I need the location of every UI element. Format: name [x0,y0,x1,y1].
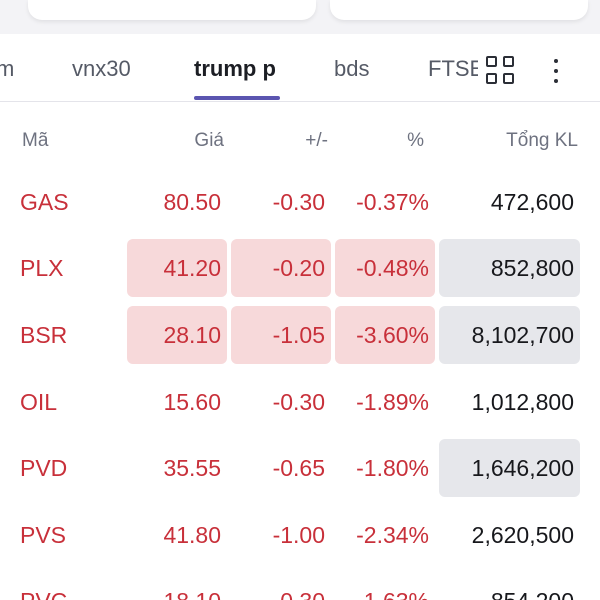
volume-cell: 854,200 [439,572,580,600]
change-cell: -1.00 [272,522,325,548]
active-tab-indicator [194,96,280,100]
symbol-cell: GAS [20,189,69,215]
table-row[interactable]: PVD 35.55 -0.65 -1.80% 1,646,200 [0,437,600,499]
symbol-cell: PVC [20,572,110,600]
percent-cell: -0.37% [356,189,429,215]
percent-cell: -2.34% [356,522,429,548]
tab-vnx30[interactable]: vnx30 [72,56,131,81]
volume-cell: 1,012,800 [471,389,574,415]
top-card-strip [0,0,600,34]
tab-trump-p[interactable]: trump p [194,56,276,81]
table-row[interactable]: PVC 18.10 -0.30 -1.63% 854,200 [0,570,600,600]
percent-cell: -3.60% [335,306,435,364]
price-cell: 15.60 [163,389,221,415]
change-cell: -0.20 [231,239,331,297]
change-cell: -0.30 [272,189,325,215]
more-vertical-icon[interactable] [545,54,567,88]
symbol-cell: PLX [20,255,64,281]
header-price[interactable]: Giá [194,130,224,151]
table-row[interactable]: PVS 41.80 -1.00 -2.34% 2,620,500 [0,504,600,566]
price-cell: 41.80 [163,522,221,548]
grid-view-icon[interactable] [478,50,528,90]
symbol-cell: BSR [20,322,68,348]
header-volume[interactable]: Tổng KL [506,130,578,151]
change-cell: -1.05 [231,306,331,364]
volume-cell: 852,800 [439,239,580,297]
change-cell: -0.65 [272,455,325,481]
index-card-left[interactable] [28,0,316,20]
symbol-cell: PVD [20,455,68,481]
tab-m[interactable]: m [0,56,15,81]
price-cell: 35.55 [163,455,221,481]
percent-cell: -1.80% [356,455,429,481]
volume-cell: 2,620,500 [471,522,574,548]
symbol-cell: OIL [20,389,58,415]
symbol-cell: PVS [20,522,67,548]
header-percent[interactable]: % [407,130,424,151]
volume-cell: 8,102,700 [439,306,580,364]
watchlist-tab-bar: m vnx30 trump p bds FTSE [0,34,600,102]
percent-cell: -0.48% [335,239,435,297]
table-row[interactable]: GAS 80.50 -0.30 -0.37% 472,600 [0,171,600,233]
volume-cell: 472,600 [490,189,574,215]
price-cell: 18.10 [127,572,227,600]
header-symbol[interactable]: Mã [22,130,49,151]
tab-bds[interactable]: bds [334,56,370,81]
table-row[interactable]: OIL 15.60 -0.30 -1.89% 1,012,800 [0,371,600,433]
table-row[interactable]: PLX 41.20 -0.20 -0.48% 852,800 [0,237,600,299]
tab-ftse[interactable]: FTSE [428,56,478,81]
index-card-right[interactable] [330,0,588,20]
table-row[interactable]: BSR 28.10 -1.05 -3.60% 8,102,700 [0,304,600,366]
change-cell: -0.30 [231,572,331,600]
percent-cell: -1.63% [335,572,435,600]
volume-cell: 1,646,200 [439,439,580,497]
price-cell: 28.10 [127,306,227,364]
table-header: Mã Giá +/- % Tổng KL [0,128,600,158]
price-cell: 80.50 [163,189,221,215]
price-cell: 41.20 [127,239,227,297]
header-change[interactable]: +/- [305,130,328,151]
percent-cell: -1.89% [356,389,429,415]
change-cell: -0.30 [272,389,325,415]
